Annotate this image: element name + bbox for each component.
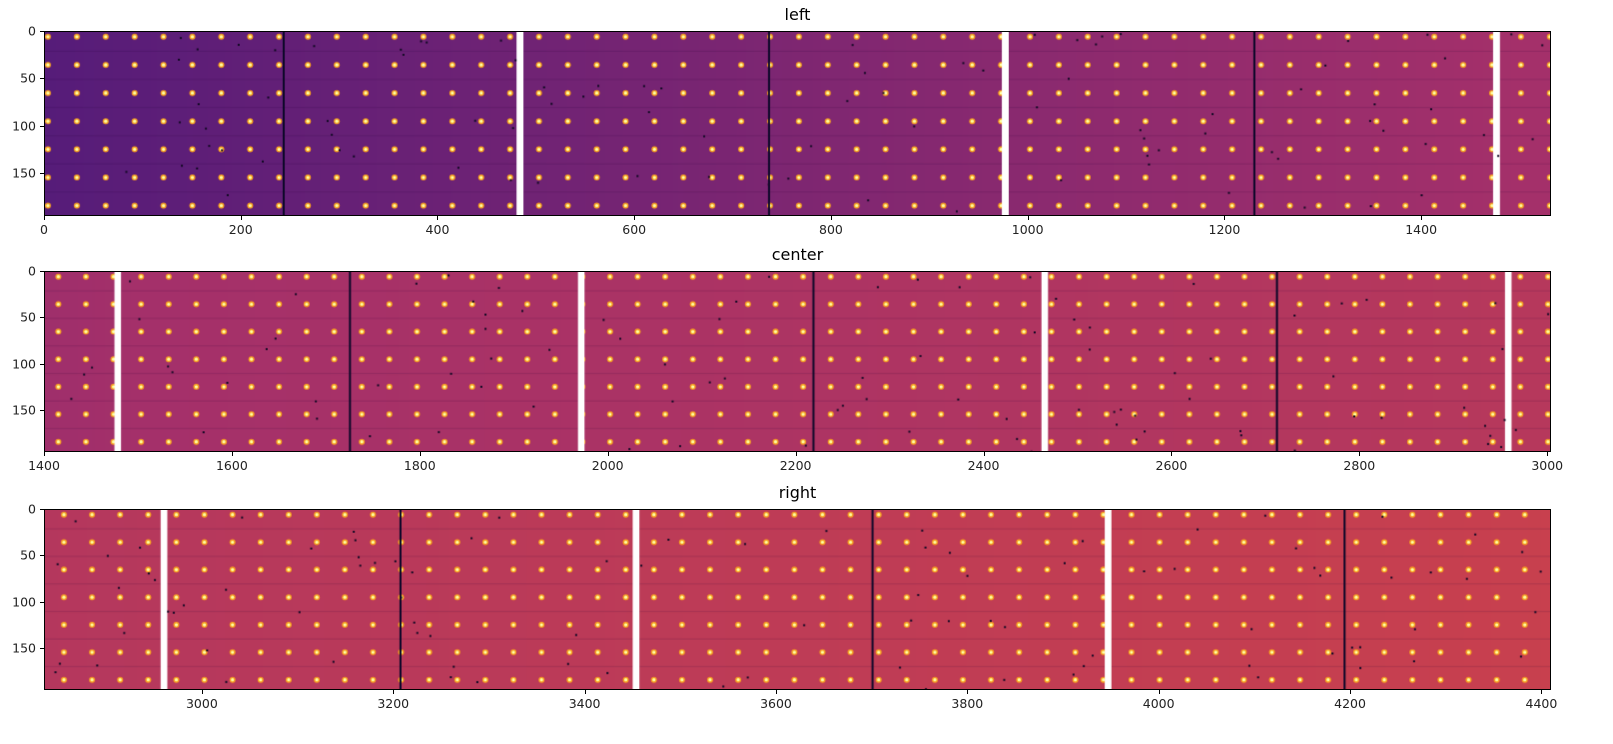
y-tick-mark: [40, 509, 44, 510]
x-tick-label: 2200: [779, 458, 812, 473]
x-tick-mark: [1541, 690, 1543, 694]
x-tick-mark: [1158, 690, 1160, 694]
x-tick-label: 0: [40, 222, 48, 237]
y-tick-mark: [40, 410, 44, 412]
y-tick-label: 0: [28, 23, 36, 39]
x-tick-mark: [983, 452, 985, 456]
x-tick-label: 1600: [215, 458, 248, 473]
x-tick-label: 4400: [1525, 696, 1558, 711]
y-tick-label: 50: [20, 309, 36, 325]
x-tick-label: 4200: [1334, 696, 1366, 711]
x-tick-mark: [44, 452, 45, 456]
y-tick-mark: [40, 271, 44, 272]
x-tick-mark: [967, 690, 969, 694]
x-tick-label: 3200: [377, 696, 410, 711]
x-tick-label: 2400: [967, 458, 1000, 473]
y-tick-mark: [40, 173, 44, 175]
x-tick-mark: [437, 216, 439, 220]
x-tick-mark: [607, 452, 609, 456]
y-tick-label: 50: [20, 547, 36, 563]
x-tick-mark: [795, 452, 797, 456]
x-tick-mark: [419, 452, 421, 456]
y-tick-label: 0: [28, 263, 36, 279]
y-tick-mark: [40, 125, 44, 127]
x-tick-mark: [1027, 216, 1029, 220]
x-tick-label: 800: [819, 222, 843, 237]
x-tick-mark: [775, 690, 777, 694]
x-tick-label: 2800: [1343, 458, 1376, 473]
y-tick-label: 100: [12, 356, 36, 372]
panel-title: right: [778, 483, 817, 502]
y-tick-mark: [40, 601, 44, 603]
y-tick-mark: [40, 317, 44, 319]
heatmap-image: [44, 509, 1551, 690]
y-tick-label: 150: [12, 402, 36, 418]
x-tick-label: 1000: [1011, 222, 1044, 237]
y-tick-mark: [40, 363, 44, 365]
y-tick-label: 100: [12, 594, 36, 610]
panel-right: right 3000 3200 3400 3600 3800 4000 4200 4400 0 5…: [12, 483, 1557, 711]
x-tick-mark: [231, 452, 233, 456]
x-tick-mark: [240, 216, 242, 220]
x-tick-label: 1200: [1208, 222, 1241, 237]
x-tick-label: 3400: [568, 696, 601, 711]
x-tick-mark: [1350, 690, 1352, 694]
y-tick-label: 100: [12, 118, 36, 134]
y-tick-label: 150: [12, 640, 36, 656]
x-tick-mark: [1421, 216, 1423, 220]
y-tick-mark: [40, 31, 44, 32]
x-tick-label: 200: [228, 222, 253, 237]
panel-title: left: [784, 5, 811, 24]
x-tick-label: 3000: [185, 696, 218, 711]
x-tick-mark: [584, 690, 586, 694]
y-tick-mark: [40, 648, 44, 650]
heatmap-image: [44, 271, 1551, 452]
heatmap-image: [44, 31, 1551, 216]
x-tick-mark: [1547, 452, 1549, 456]
panel-center: center 1400 1600 1800 2000 2200 2400 2600 2800 3…: [12, 245, 1563, 473]
y-tick-label: 50: [20, 70, 36, 86]
x-tick-mark: [1171, 452, 1173, 456]
y-tick-mark: [40, 78, 44, 80]
panel-title: center: [771, 245, 824, 264]
x-tick-label: 600: [622, 222, 647, 237]
y-tick-label: 150: [12, 165, 36, 181]
y-tick-label: 0: [28, 501, 36, 517]
x-tick-label: 1400: [28, 458, 60, 473]
x-tick-mark: [1224, 216, 1226, 220]
x-tick-label: 3800: [951, 696, 984, 711]
y-tick-mark: [40, 555, 44, 557]
x-tick-label: 3000: [1531, 458, 1564, 473]
x-tick-mark: [830, 216, 832, 220]
x-tick-label: 1800: [403, 458, 436, 473]
x-tick-mark: [634, 216, 636, 220]
x-tick-label: 2600: [1155, 458, 1188, 473]
x-tick-label: 2000: [591, 458, 624, 473]
x-tick-label: 4000: [1142, 696, 1175, 711]
x-tick-mark: [393, 690, 395, 694]
x-tick-label: 400: [425, 222, 450, 237]
x-tick-mark: [44, 216, 45, 220]
x-tick-label: 3600: [760, 696, 792, 711]
x-tick-mark: [201, 690, 203, 694]
x-tick-label: 1400: [1405, 222, 1438, 237]
panel-left: left 0 200 400 600 800 1000 1200 1400 0 50 100 150: [12, 5, 1551, 237]
x-tick-mark: [1359, 452, 1361, 456]
